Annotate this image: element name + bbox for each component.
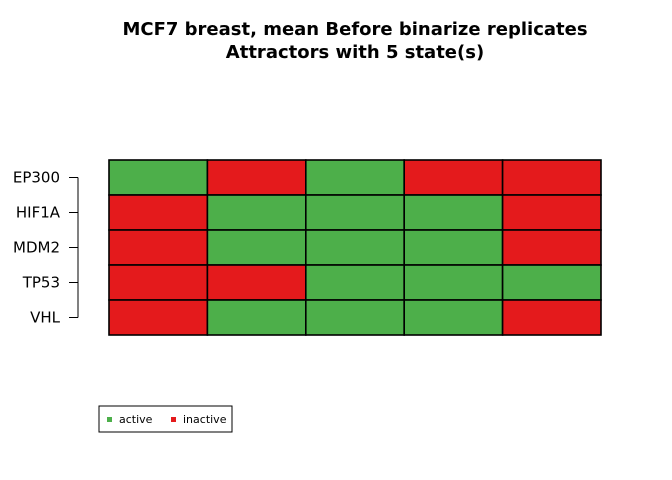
heatmap-cell bbox=[108, 194, 209, 231]
heatmap-cell bbox=[304, 264, 405, 301]
heatmap-cell bbox=[501, 264, 602, 301]
heatmap-cell bbox=[403, 264, 504, 301]
heatmap-cell bbox=[403, 159, 504, 196]
heatmap-cell bbox=[501, 299, 602, 336]
heatmap-cell bbox=[206, 194, 307, 231]
heatmap-cell bbox=[403, 194, 504, 231]
legend-label-active: active bbox=[119, 413, 153, 426]
gene-label-hif1a: HIF1A bbox=[16, 204, 61, 222]
gene-label-tp53: TP53 bbox=[22, 274, 60, 292]
legend-label-inactive: inactive bbox=[183, 413, 227, 426]
legend-box bbox=[98, 405, 233, 433]
heatmap-cell bbox=[108, 229, 209, 266]
heatmap-cell bbox=[501, 159, 602, 196]
heatmap-cell bbox=[403, 229, 504, 266]
chart-title: MCF7 breast, mean Before binarize replic… bbox=[122, 19, 587, 40]
heatmap-cell bbox=[304, 194, 405, 231]
heatmap-cell bbox=[108, 159, 209, 196]
heatmap-cell bbox=[206, 229, 307, 266]
gene-label-mdm2: MDM2 bbox=[13, 239, 60, 257]
legend-swatch-inactive bbox=[171, 417, 176, 422]
heatmap-cell bbox=[304, 299, 405, 336]
heatmap-cell bbox=[206, 264, 307, 301]
gene-axis: EP300 HIF1A MDM2 TP53 VHL bbox=[13, 169, 79, 327]
heatmap-cell bbox=[206, 299, 307, 336]
gene-label-vhl: VHL bbox=[30, 309, 61, 327]
heatmap-cell bbox=[501, 194, 602, 231]
heatmap-cell bbox=[304, 229, 405, 266]
legend-swatch-active bbox=[107, 417, 112, 422]
heatmap-cell bbox=[108, 299, 209, 336]
heatmap-cells bbox=[108, 159, 602, 336]
heatmap-cell bbox=[304, 159, 405, 196]
heatmap-cell bbox=[403, 299, 504, 336]
legend: active inactive bbox=[98, 405, 233, 433]
chart-subtitle: Attractors with 5 state(s) bbox=[226, 42, 484, 63]
heatmap-cell bbox=[108, 264, 209, 301]
heatmap-cell bbox=[206, 159, 307, 196]
heatmap-cell bbox=[501, 229, 602, 266]
gene-label-ep300: EP300 bbox=[13, 169, 60, 187]
